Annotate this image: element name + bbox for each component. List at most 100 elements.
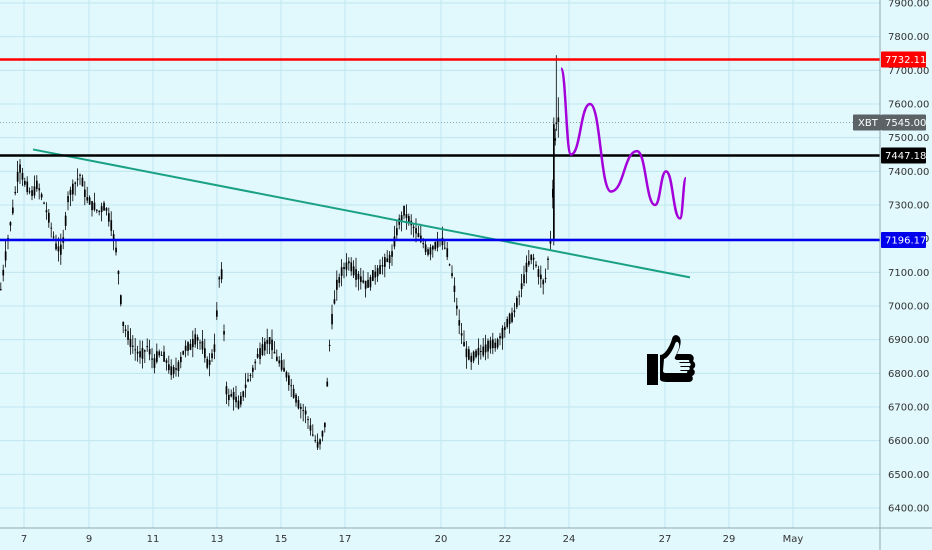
candle — [16, 160, 19, 194]
candle — [108, 207, 110, 227]
candle — [542, 278, 545, 295]
thumbs-up-icon — [647, 335, 696, 385]
y-tick-label: 6400.00 — [888, 504, 929, 515]
candle — [14, 186, 17, 196]
x-tick-label: May — [783, 534, 804, 545]
candle — [372, 269, 374, 282]
candle — [297, 396, 300, 410]
candle — [468, 346, 470, 361]
candle — [360, 267, 362, 290]
candle — [110, 211, 113, 237]
candle — [148, 339, 151, 361]
candle — [204, 338, 206, 363]
candle — [458, 309, 461, 335]
candle — [348, 257, 350, 271]
candle — [72, 179, 74, 202]
candle — [352, 260, 355, 279]
candle — [381, 256, 384, 275]
candle — [316, 433, 319, 451]
candle — [213, 333, 216, 360]
candle — [343, 262, 345, 279]
level-price-tag: 7447.18 — [881, 147, 926, 164]
candle — [12, 199, 14, 216]
trendline[interactable] — [32, 148, 691, 279]
candle — [144, 349, 146, 364]
candle — [436, 231, 439, 252]
candle — [129, 328, 132, 355]
candle — [96, 209, 98, 214]
candle — [405, 204, 408, 230]
candle — [554, 128, 557, 146]
x-tick-label: 20 — [435, 534, 448, 545]
candle — [235, 385, 237, 408]
candle — [4, 241, 7, 268]
candle — [499, 332, 501, 346]
candle — [555, 55, 558, 131]
y-tick-label: 6900.00 — [888, 335, 929, 346]
candle — [441, 226, 444, 250]
candle — [45, 202, 48, 220]
candle — [93, 192, 96, 212]
candle — [429, 244, 432, 261]
symbol-tag: XBT — [853, 114, 881, 131]
candle — [535, 261, 537, 268]
candle — [28, 187, 31, 195]
candle — [492, 332, 494, 355]
candle — [544, 268, 547, 283]
candle — [33, 175, 36, 199]
candle — [208, 353, 211, 377]
candle — [91, 200, 93, 217]
candle — [451, 265, 453, 279]
candle — [249, 373, 252, 382]
candle — [134, 338, 137, 361]
candle — [516, 295, 518, 310]
candle — [417, 225, 420, 238]
candle — [117, 270, 120, 285]
candle — [511, 307, 513, 324]
candle — [333, 290, 336, 305]
candle — [232, 387, 235, 411]
candle — [225, 381, 228, 405]
candle — [76, 168, 79, 187]
projection-path[interactable] — [559, 67, 688, 220]
candle — [31, 186, 33, 201]
candle — [264, 338, 266, 356]
candle — [475, 349, 477, 359]
candle — [237, 395, 240, 410]
candle — [273, 341, 276, 354]
svg-text:7545.00: 7545.00 — [885, 118, 926, 129]
candle — [24, 177, 26, 187]
price-series — [0, 55, 560, 451]
candle — [172, 364, 175, 379]
candle — [146, 338, 149, 352]
candle — [504, 322, 506, 338]
candle — [448, 263, 451, 267]
candle — [379, 259, 381, 275]
y-tick-label: 7600.00 — [888, 100, 929, 111]
svg-text:7196.17: 7196.17 — [885, 235, 926, 246]
candle — [547, 256, 549, 270]
candle — [230, 389, 233, 398]
candle — [338, 273, 341, 288]
candle — [501, 325, 504, 350]
candle — [218, 275, 221, 288]
candle — [444, 240, 446, 250]
x-tick-label: 27 — [659, 534, 672, 545]
candle — [98, 210, 101, 216]
candle — [463, 330, 465, 347]
candle — [357, 271, 360, 291]
candle — [141, 340, 144, 369]
candle — [67, 191, 69, 211]
candle — [424, 240, 427, 256]
last-price-tag: 7545.00 — [881, 114, 926, 131]
candle — [506, 316, 509, 329]
candle — [43, 201, 45, 205]
candle — [187, 340, 189, 356]
candle — [412, 223, 415, 238]
candle — [364, 280, 367, 298]
candle — [48, 208, 50, 228]
candle — [472, 350, 475, 364]
candle — [156, 343, 158, 364]
